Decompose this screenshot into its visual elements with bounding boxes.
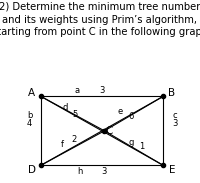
Text: 2) Determine the minimum tree number
and its weights using Prim’s algorithm,
sta: 2) Determine the minimum tree number and… [0,2,200,38]
Text: a: a [75,86,80,95]
Text: 4: 4 [27,119,32,128]
Text: D: D [28,165,36,175]
Text: E: E [169,165,175,175]
Text: e: e [118,107,123,116]
Text: 3: 3 [99,86,105,95]
Text: 1: 1 [139,142,144,151]
Text: 5: 5 [72,110,78,119]
Text: g: g [129,138,134,147]
Text: 6: 6 [129,113,134,122]
Text: b: b [27,111,32,120]
Text: f: f [61,139,64,149]
Text: c: c [172,111,177,120]
Text: d: d [62,103,68,113]
Text: C: C [106,126,113,136]
Text: A: A [28,88,36,98]
Text: B: B [168,88,176,98]
Text: h: h [77,167,83,175]
Text: 3: 3 [172,119,177,128]
Text: 2: 2 [71,135,76,144]
Text: 3: 3 [102,167,107,175]
